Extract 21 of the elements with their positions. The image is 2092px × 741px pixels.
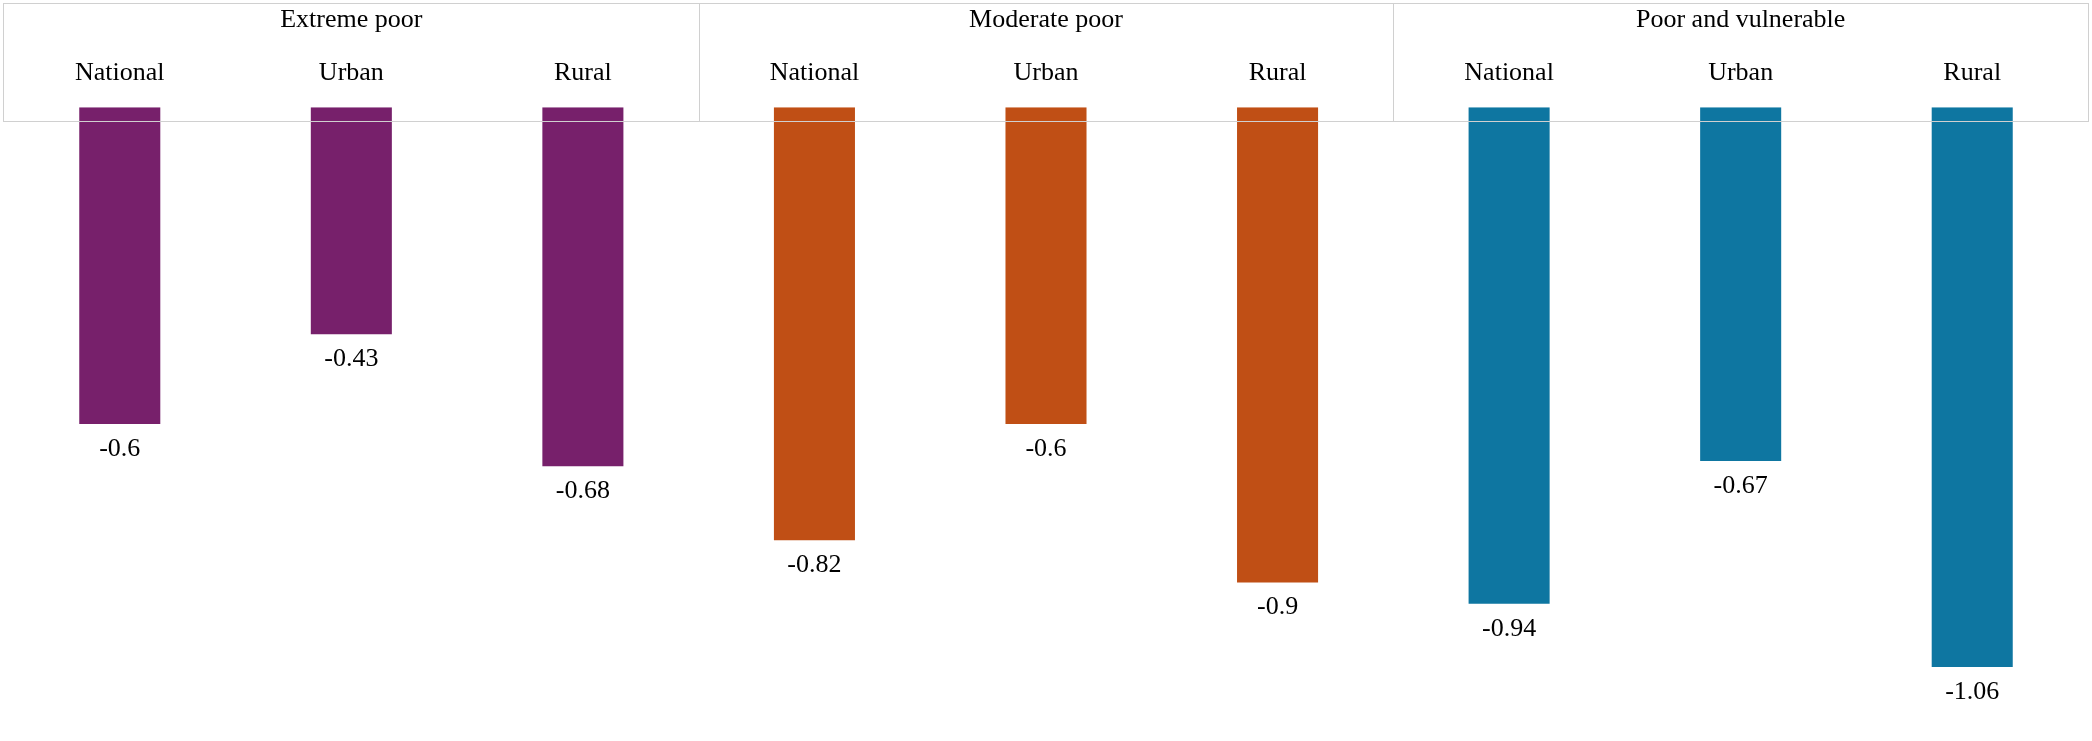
x-tick-label: National (1464, 57, 1554, 87)
x-tick-label: Urban (1708, 57, 1774, 87)
x-tick-label: National (75, 57, 165, 87)
x-tick-label: Rural (1248, 57, 1307, 87)
data-label: -0.6 (99, 432, 141, 462)
data-label: -0.82 (787, 549, 842, 579)
text: Moderate poor (969, 3, 1124, 33)
x-tick-label: Rural (554, 57, 612, 87)
data-label: -0.43 (324, 343, 379, 373)
data-label: -0.68 (555, 475, 610, 505)
x-tick-label: Rural (1943, 57, 2002, 87)
text: Extreme poor (280, 3, 423, 33)
data-label: -0.94 (1482, 612, 1537, 642)
data-label: -1.06 (1945, 675, 2000, 705)
data-label: -0.6 (1025, 432, 1067, 462)
x-tick-label: Urban (1013, 57, 1079, 87)
data-label: -0.67 (1713, 469, 1768, 499)
text: Poor and vulnerable (1635, 3, 1846, 33)
x-tick-label: National (769, 57, 860, 87)
data-label: -0.9 (1256, 591, 1299, 621)
x-tick-label: Urban (318, 57, 384, 87)
